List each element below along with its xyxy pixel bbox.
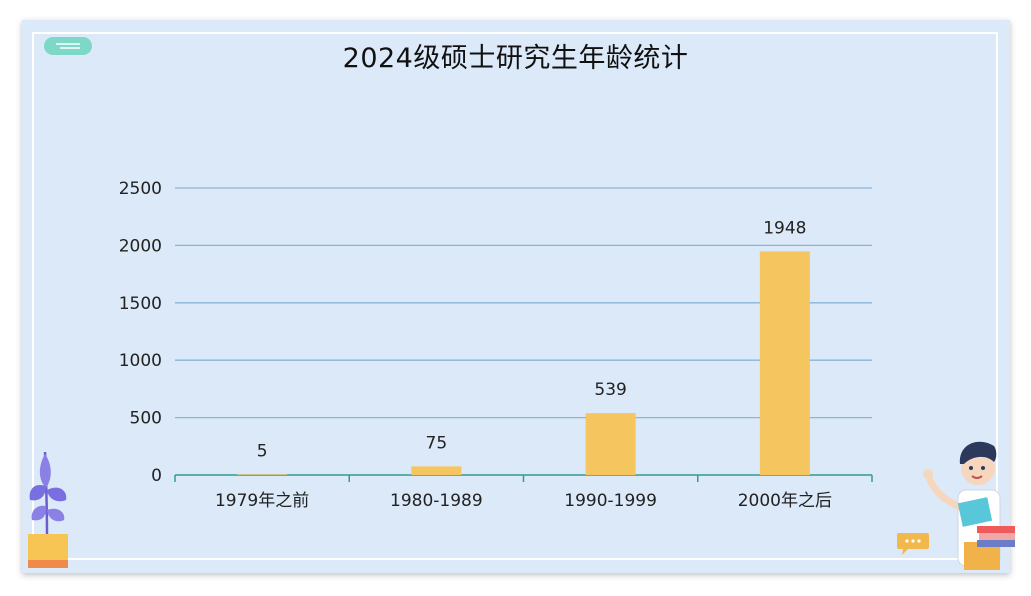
teacher-holding-book-icon <box>923 441 1015 570</box>
note-tag-icon <box>44 37 92 55</box>
x-tick-label: 1990-1999 <box>564 491 657 511</box>
speech-bubble-icon <box>897 533 929 555</box>
slide-background <box>22 20 1010 573</box>
bar <box>411 466 462 475</box>
page-title: 2024级硕士研究生年龄统计 <box>342 43 689 74</box>
x-tick-label: 1979年之前 <box>215 491 309 511</box>
y-tick-label: 1500 <box>119 294 162 314</box>
data-label: 539 <box>594 380 626 400</box>
x-tick-label: 1980-1989 <box>390 491 483 511</box>
data-label: 75 <box>426 433 448 453</box>
x-tick-label: 2000年之后 <box>738 491 832 511</box>
plant-in-pot-icon <box>28 451 68 568</box>
y-tick-label: 1000 <box>119 351 162 371</box>
data-label: 5 <box>257 441 268 461</box>
bar <box>585 413 636 475</box>
y-tick-label: 2000 <box>119 236 162 256</box>
y-tick-label: 0 <box>151 466 162 486</box>
bar <box>237 474 288 475</box>
bar <box>759 251 810 475</box>
data-label: 1948 <box>763 218 806 238</box>
y-tick-label: 500 <box>130 409 162 429</box>
y-tick-label: 2500 <box>119 179 162 199</box>
slide-frame <box>32 32 998 560</box>
